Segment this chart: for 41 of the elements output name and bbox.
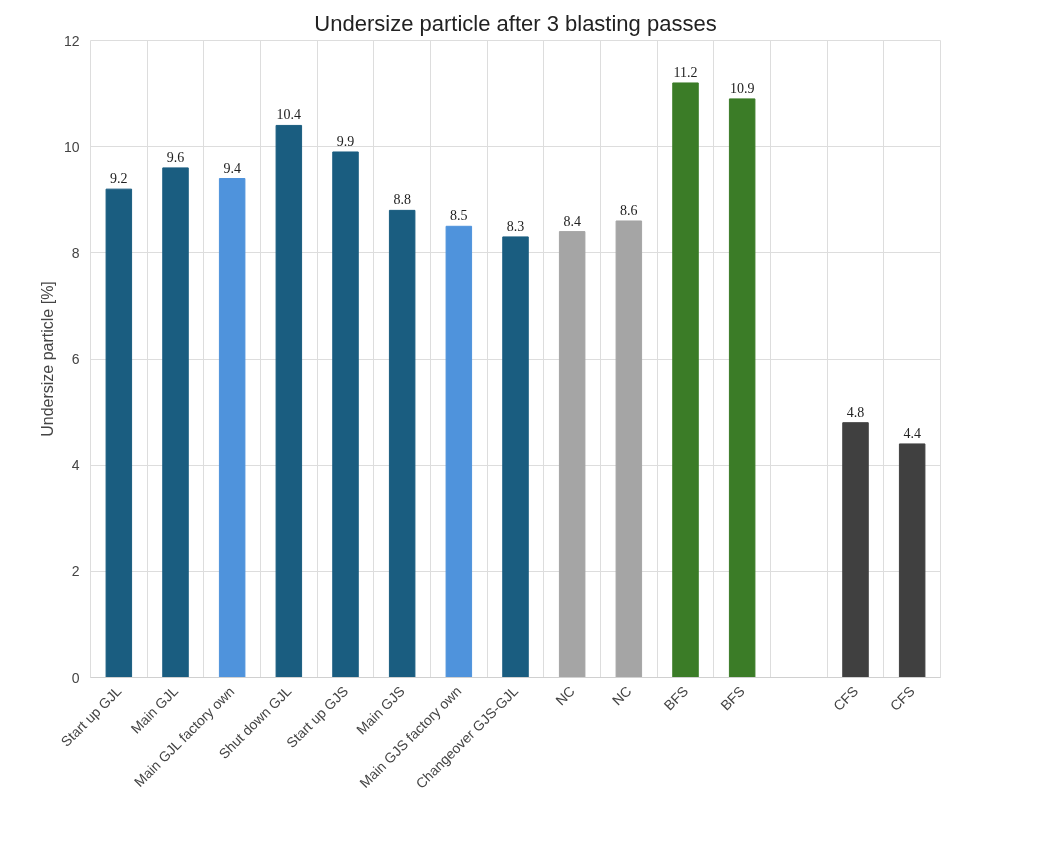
data-label: 9.2 <box>110 171 128 187</box>
data-label: 10.9 <box>729 80 755 96</box>
data-label: 9.9 <box>336 133 355 149</box>
data-label: 8.4 <box>563 213 581 229</box>
bar <box>502 236 529 678</box>
bar <box>672 82 699 678</box>
bar <box>728 98 756 678</box>
bar <box>218 178 246 678</box>
bar <box>842 422 869 678</box>
data-label: 8.5 <box>450 208 468 224</box>
bar <box>162 167 189 678</box>
data-label: 8.8 <box>393 192 411 208</box>
x-tick-label: CFS <box>830 682 862 714</box>
data-label: 9.4 <box>223 160 241 176</box>
data-label: 10.4 <box>276 107 302 123</box>
y-tick-label: 8 <box>71 244 80 261</box>
y-tick-label: 6 <box>71 351 80 367</box>
data-label: 11.2 <box>673 64 698 80</box>
data-label: 4.4 <box>903 425 921 441</box>
bar <box>275 124 303 678</box>
bar <box>615 220 643 678</box>
y-axis-title: Undersize particle [%] <box>38 281 56 437</box>
x-tick-label: NC <box>608 682 635 709</box>
y-tick-label: 10 <box>63 138 80 155</box>
bar <box>105 188 133 678</box>
y-tick-label: 2 <box>71 563 80 580</box>
y-tick-label: 0 <box>71 669 80 686</box>
bar <box>388 209 416 678</box>
y-tick-label: 4 <box>71 457 80 474</box>
y-tick-label: 12 <box>63 32 80 49</box>
data-label: 4.8 <box>846 404 865 420</box>
x-tick-label: NC <box>552 682 578 709</box>
x-tick-label: CFS <box>886 682 918 714</box>
chart-title: Undersize particle after 3 blasting passes <box>314 10 717 36</box>
data-label: 8.3 <box>506 218 525 234</box>
bar <box>332 151 359 678</box>
data-label: 9.6 <box>166 149 185 165</box>
bar <box>445 225 473 678</box>
data-label: 8.6 <box>620 202 638 218</box>
bar <box>558 231 586 678</box>
bar <box>898 443 926 678</box>
